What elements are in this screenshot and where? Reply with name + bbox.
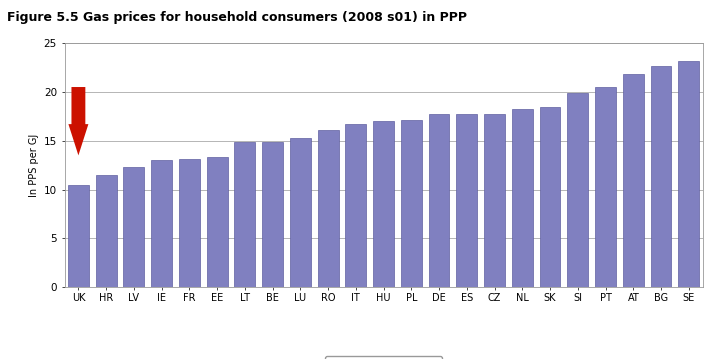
Bar: [512, 108, 533, 287]
Bar: [123, 167, 144, 287]
Bar: [401, 120, 422, 287]
Bar: [567, 93, 588, 287]
Bar: [68, 185, 89, 287]
Bar: [623, 74, 644, 287]
Bar: [290, 138, 310, 287]
Bar: [318, 130, 338, 287]
FancyArrow shape: [68, 87, 88, 155]
Legend: Gas prices in PPS: Gas prices in PPS: [325, 356, 442, 359]
Bar: [650, 66, 671, 287]
Bar: [346, 124, 366, 287]
Bar: [206, 157, 227, 287]
Bar: [429, 115, 450, 287]
Bar: [262, 142, 283, 287]
Bar: [151, 160, 172, 287]
Bar: [540, 107, 561, 287]
Text: Figure 5.5 Gas prices for household consumers (2008 s01) in PPP: Figure 5.5 Gas prices for household cons…: [7, 11, 467, 24]
Bar: [179, 159, 200, 287]
Bar: [678, 61, 699, 287]
Y-axis label: In PPS per GJ: In PPS per GJ: [29, 134, 39, 197]
Bar: [457, 115, 478, 287]
Bar: [96, 175, 117, 287]
Bar: [595, 87, 616, 287]
Bar: [373, 121, 394, 287]
Bar: [484, 115, 505, 287]
Bar: [234, 142, 255, 287]
